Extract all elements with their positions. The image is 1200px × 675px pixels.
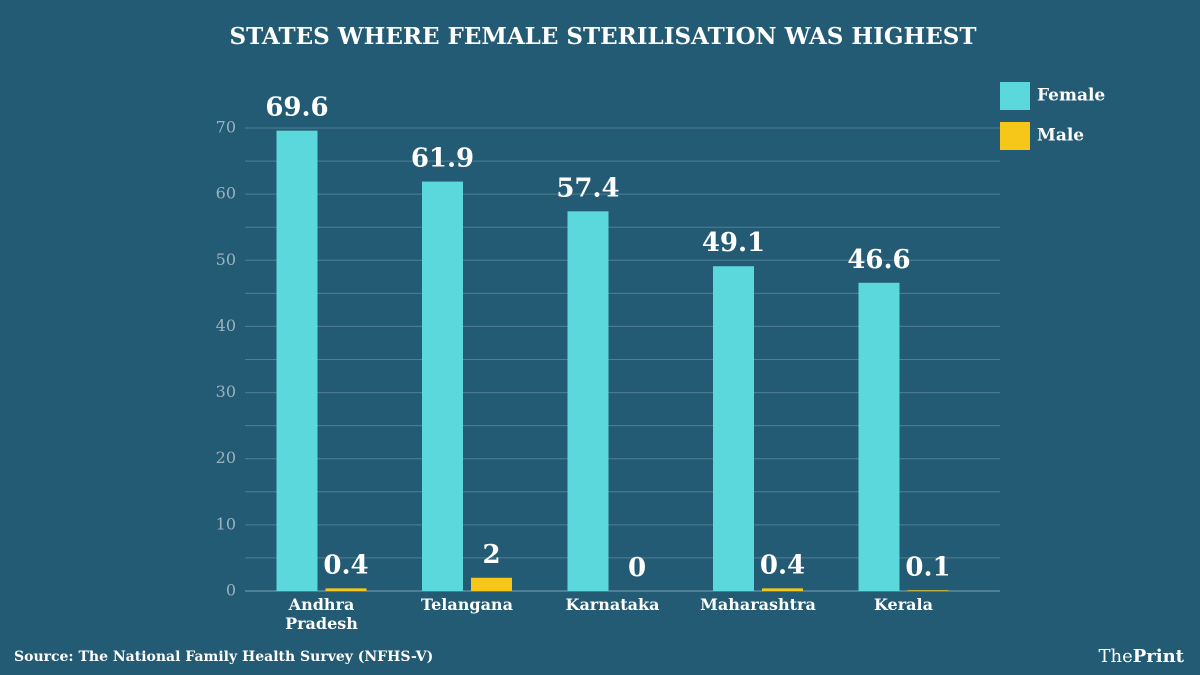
brand: ThePrint xyxy=(1098,646,1184,667)
brand-the: The xyxy=(1098,646,1132,667)
bar xyxy=(422,181,463,591)
x-tick-label: Maharashtra xyxy=(700,595,816,614)
y-tick-label: 40 xyxy=(216,316,236,335)
legend-swatch xyxy=(1000,82,1030,110)
source: Source: The National Family Health Surve… xyxy=(14,649,433,665)
y-tick-label: 10 xyxy=(216,514,236,533)
bar xyxy=(276,130,318,591)
data-label: 0.1 xyxy=(905,552,950,582)
x-tick-label: Andhra Pradesh xyxy=(285,595,358,633)
y-tick-label: 20 xyxy=(216,448,236,467)
legend-label: Female xyxy=(1037,86,1105,106)
y-tick-label: 60 xyxy=(216,184,236,203)
chart-title: STATES WHERE FEMALE STERILISATION WAS HI… xyxy=(229,23,976,50)
y-tick-label: 0 xyxy=(226,581,236,600)
bar xyxy=(325,588,367,591)
x-tick-label: Telangana xyxy=(421,595,513,614)
bar xyxy=(567,211,609,591)
data-label: 69.6 xyxy=(265,93,328,123)
bar xyxy=(858,282,900,591)
data-label: 0 xyxy=(628,553,646,583)
data-label: 0.4 xyxy=(323,550,368,580)
data-label: 2 xyxy=(482,540,500,570)
data-label: 61.9 xyxy=(411,144,474,174)
data-label: 46.6 xyxy=(847,245,910,275)
data-label: 0.4 xyxy=(760,550,805,580)
bar xyxy=(713,266,754,591)
bar xyxy=(762,588,803,591)
data-label: 57.4 xyxy=(556,173,619,203)
bar xyxy=(907,590,949,591)
x-tick-label: Kerala xyxy=(874,595,933,614)
data-label: 49.1 xyxy=(702,228,765,258)
y-tick-label: 50 xyxy=(216,250,236,269)
y-tick-label: 30 xyxy=(216,382,236,401)
bar xyxy=(471,577,512,591)
brand-print: Print xyxy=(1133,646,1185,667)
legend-swatch xyxy=(1000,122,1030,150)
legend-label: Male xyxy=(1037,126,1084,146)
y-tick-label: 70 xyxy=(216,118,236,137)
x-tick-label: Karnataka xyxy=(565,595,660,614)
